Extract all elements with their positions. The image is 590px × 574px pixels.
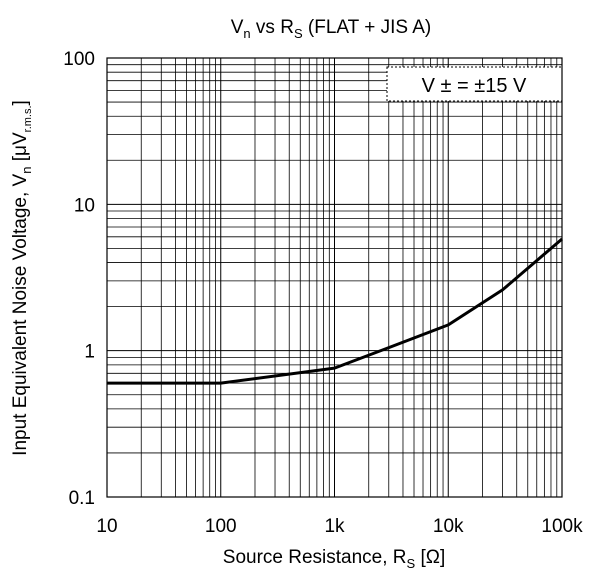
x-axis-label: Source Resistance, RS [Ω] — [223, 547, 445, 571]
y-tick-label: 0.1 — [69, 488, 95, 509]
series-line — [107, 237, 563, 385]
x-tick-label: 10k — [433, 516, 464, 537]
tick-labels: 10 100 1k 10k 100k 0.1 1 10 100 — [63, 49, 583, 537]
series-layer — [107, 237, 563, 385]
grid — [107, 58, 562, 497]
x-tick-label: 1k — [324, 516, 345, 537]
y-axis-label: Input Equivalent Noise Voltage, Vn [μVr.… — [10, 100, 34, 456]
x-tick-label: 100k — [541, 516, 583, 537]
y-tick-label: 1 — [84, 342, 95, 363]
x-tick-label: 100 — [205, 516, 237, 537]
annotation-text: V ± = ±15 V — [422, 75, 527, 97]
x-tick-label: 10 — [96, 516, 117, 537]
chart-title: Vn vs RS (FLAT + JIS A) — [231, 17, 432, 41]
y-tick-label: 10 — [74, 195, 95, 216]
plot-frame — [106, 57, 563, 498]
y-tick-label: 100 — [63, 49, 95, 70]
